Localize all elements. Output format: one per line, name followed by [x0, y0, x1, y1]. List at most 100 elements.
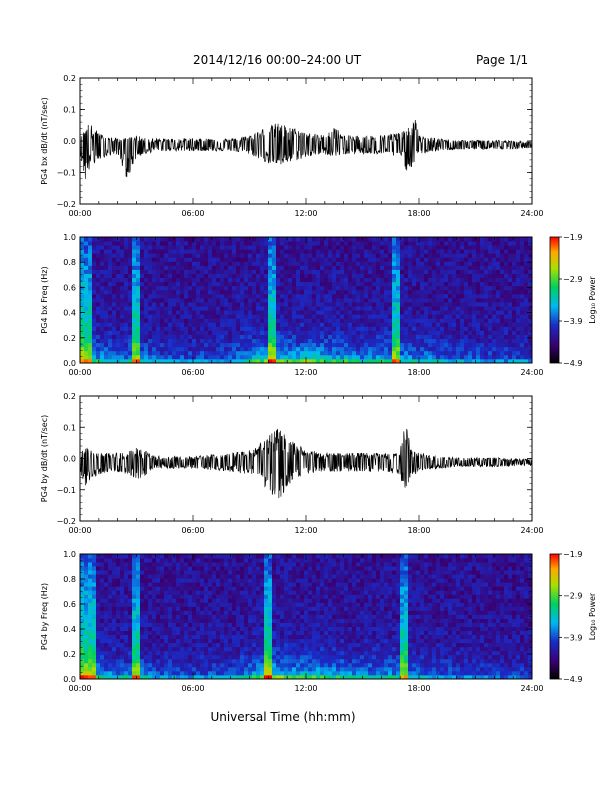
- spectrogram-cell: [100, 342, 105, 348]
- spectrogram-cell: [168, 642, 173, 648]
- spectrogram-cell: [476, 306, 481, 311]
- spectrogram-cell: [104, 273, 109, 279]
- spectrogram-cell: [116, 638, 121, 644]
- spectrogram-cell: [228, 241, 233, 246]
- spectrogram-cell: [424, 306, 429, 311]
- spectrogram-cell: [132, 650, 137, 656]
- spectrogram-cell: [84, 277, 89, 283]
- spectrogram-cell: [464, 346, 469, 352]
- spectrogram-cell: [516, 358, 521, 364]
- spectrogram-cell: [164, 289, 169, 295]
- spectrogram-cell: [368, 237, 373, 242]
- spectrogram-cell: [216, 293, 221, 299]
- spectrogram-cell: [140, 570, 145, 575]
- spectrogram-cell: [488, 306, 493, 311]
- spectrogram-cell: [524, 330, 529, 335]
- spectrogram-cell: [96, 241, 101, 246]
- spectrogram-cell: [160, 350, 165, 356]
- spectrogram-cell: [476, 245, 481, 250]
- spectrogram-cell: [464, 350, 469, 356]
- spectrogram-cell: [292, 249, 297, 254]
- spectrogram-cell: [100, 237, 105, 242]
- spectrogram-cell: [92, 241, 97, 246]
- spectrogram-cell: [96, 257, 101, 262]
- spectrogram-cell: [356, 261, 361, 266]
- spectrogram-cell: [164, 350, 169, 356]
- spectrogram-cell: [80, 265, 85, 270]
- spectrogram-cell: [204, 642, 209, 648]
- spectrogram-cell: [348, 306, 353, 311]
- spectrogram-cell: [428, 346, 433, 352]
- spectrogram-cell: [116, 249, 121, 254]
- spectrogram-cell: [428, 249, 433, 254]
- spectrogram-cell: [112, 326, 117, 331]
- spectrogram-cell: [428, 342, 433, 348]
- spectrogram-cell: [148, 297, 153, 303]
- spectrogram-cell: [96, 338, 101, 344]
- spectrogram-cell: [100, 269, 105, 274]
- spectrogram-cell: [128, 658, 133, 664]
- spectrogram-cell: [428, 318, 433, 323]
- spectrogram-cell: [288, 285, 293, 291]
- spectrogram-cell: [140, 241, 145, 246]
- spectrogram-cell: [388, 326, 393, 331]
- spectrogram-cell: [420, 269, 425, 274]
- spectrogram-cell: [484, 326, 489, 331]
- spectrogram-cell: [108, 566, 113, 571]
- spectrogram-cell: [436, 326, 441, 331]
- spectrogram-cell: [128, 342, 133, 348]
- spectrogram-cell: [256, 245, 261, 250]
- spectrogram-cell: [308, 249, 313, 254]
- spectrogram-cell: [84, 654, 89, 660]
- spectrogram-cell: [128, 306, 133, 311]
- spectrogram-cell: [432, 330, 437, 335]
- spectrogram-cell: [392, 326, 397, 331]
- spectrogram-cell: [528, 302, 533, 307]
- spectrogram-cell: [164, 582, 169, 587]
- spectrogram-cell: [424, 338, 429, 344]
- spectrogram-cell: [140, 662, 145, 668]
- spectrogram-cell: [484, 237, 489, 242]
- spectrogram-cell: [316, 293, 321, 299]
- spectrogram-cell: [404, 314, 409, 319]
- spectrogram-cell: [144, 306, 149, 311]
- spectrogram-cell: [92, 285, 97, 291]
- spectrogram-cell: [92, 338, 97, 344]
- spectrogram-cell: [524, 342, 529, 348]
- spectrogram-cell: [428, 281, 433, 287]
- spectrogram-cell: [196, 302, 201, 307]
- spectrogram-cell: [460, 334, 465, 340]
- spectrogram-cell: [324, 318, 329, 323]
- spectrogram-cell: [96, 334, 101, 340]
- spectrogram-cell: [492, 253, 497, 258]
- spectrogram-cell: [140, 666, 145, 672]
- spectrogram-cell: [260, 277, 265, 283]
- spectrogram-cell: [412, 322, 417, 327]
- spectrogram-cell: [92, 594, 97, 599]
- spectrogram-cell: [120, 578, 125, 583]
- spectrogram-cell: [128, 253, 133, 258]
- spectrogram-cell: [196, 338, 201, 344]
- spectrogram-cell: [300, 302, 305, 307]
- spectrogram-cell: [164, 594, 169, 599]
- spectrogram-cell: [156, 586, 161, 591]
- spectrogram-cell: [124, 330, 129, 335]
- spectrogram-cell: [112, 293, 117, 299]
- spectrogram-cell: [108, 273, 113, 279]
- spectrogram-cell: [480, 306, 485, 311]
- spectrogram-cell: [420, 346, 425, 352]
- spectrogram-cell: [468, 354, 473, 360]
- spectrogram-cell: [528, 334, 533, 340]
- spectrogram-cell: [84, 646, 89, 652]
- spectrogram-cell: [148, 590, 153, 595]
- spectrogram-cell: [256, 269, 261, 274]
- spectrogram-cell: [292, 346, 297, 352]
- spectrogram-cell: [80, 346, 85, 352]
- spectrogram-cell: [328, 293, 333, 299]
- spectrogram-cell: [512, 293, 517, 299]
- spectrogram-cell: [400, 245, 405, 250]
- spectrogram-cell: [92, 318, 97, 323]
- spectrogram-cell: [476, 293, 481, 299]
